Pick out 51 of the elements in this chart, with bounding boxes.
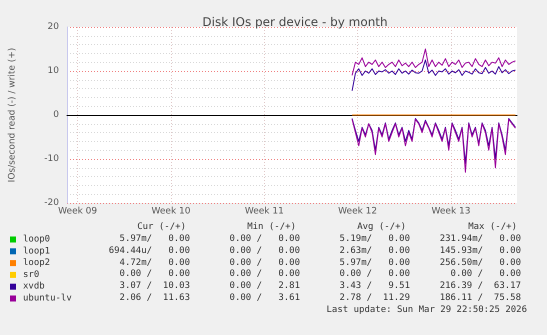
x-tick-label: Week 13 (431, 206, 470, 216)
x-tick-label: Week 10 (151, 206, 191, 216)
text: 5.97m/ 0.00 (340, 258, 410, 269)
y-axis-title: IOs/second read (-) / write (+) (8, 48, 18, 182)
y-tick-label: -10 (44, 154, 60, 164)
text: 216.39 / 63.17 (440, 281, 521, 292)
line-series (352, 60, 516, 92)
line-series (352, 118, 516, 164)
legend-label: loop2 (23, 258, 50, 268)
legend-label: sr0 (23, 270, 40, 280)
text: Max (-/+) (468, 222, 517, 233)
line-series (352, 48, 516, 76)
legend-label: loop0 (23, 234, 50, 244)
x-tick-label: Week 12 (338, 206, 378, 216)
line-series (352, 118, 516, 173)
text: 2.63m/ 0.00 (340, 246, 410, 257)
y-tick-label: 10 (48, 66, 60, 76)
text: 3.43 / 9.51 (340, 281, 410, 292)
text: 0.00 / 0.00 (340, 269, 410, 280)
text: 5.97m/ 0.00 (120, 234, 190, 245)
text: 0.00 / 0.00 (230, 258, 300, 269)
legend-label: ubuntu-lv (23, 294, 72, 304)
text: 231.94m/ 0.00 (440, 234, 521, 245)
text: Min (-/+) (247, 222, 296, 233)
text: Avg (-/+) (357, 222, 406, 233)
text: 145.93m/ 0.00 (440, 246, 521, 257)
text: 0.00 / 2.81 (230, 281, 300, 292)
text: 186.11 / 75.58 (440, 293, 521, 304)
text: Last update: Sun Mar 29 22:50:25 2026 (326, 304, 527, 316)
x-tick-label: Week 09 (58, 206, 98, 216)
text: 256.50m/ 0.00 (440, 258, 521, 269)
text: 0.00 / 0.00 (230, 269, 300, 280)
legend-label: loop1 (23, 246, 50, 256)
text: 0.00 / 0.00 (120, 269, 190, 280)
x-tick-label: Week 11 (244, 206, 284, 216)
text: 694.44u/ 0.00 (108, 246, 190, 257)
text: 2.06 / 11.63 (120, 293, 190, 304)
text: 0.00 / 0.00 (230, 234, 300, 245)
legend-label: xvdb (23, 282, 45, 292)
y-tick-label: 0 (53, 110, 60, 120)
text: 0.00 / 0.00 (450, 269, 521, 280)
y-tick-label: 20 (48, 22, 60, 32)
text: 4.72m/ 0.00 (120, 258, 190, 269)
text: Cur (-/+) (137, 222, 186, 233)
chart-title: Disk IOs per device - by month (202, 15, 388, 29)
text: 2.78 / 11.29 (340, 293, 410, 304)
text: 0.00 / 0.00 (230, 246, 300, 257)
y-tick-label: -20 (44, 198, 60, 208)
text: 3.07 / 10.03 (120, 281, 190, 292)
text: 0.00 / 3.61 (230, 293, 300, 304)
text: 5.19m/ 0.00 (340, 234, 410, 245)
